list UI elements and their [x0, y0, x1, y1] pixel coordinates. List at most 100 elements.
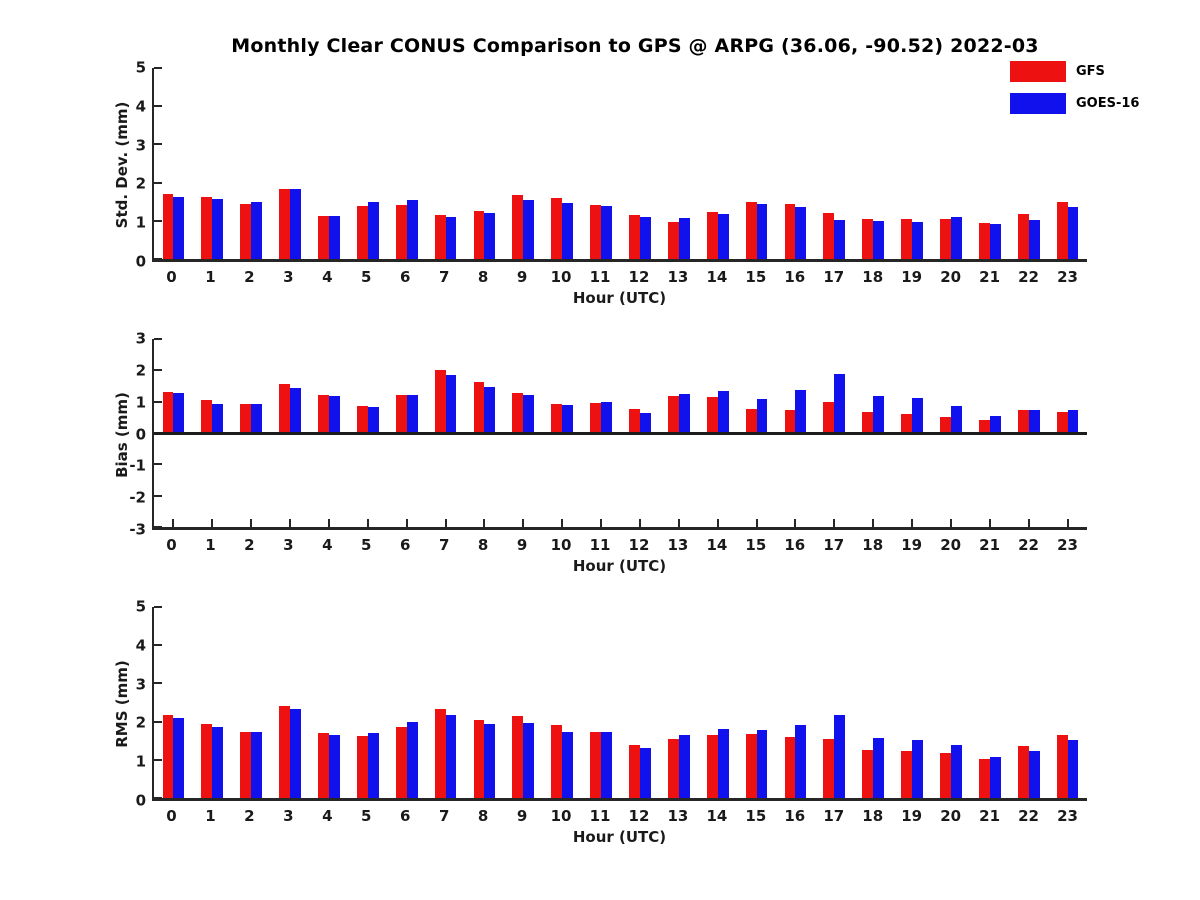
bar-gfs-h1: [201, 400, 213, 433]
bar-gfs-h11: [590, 403, 602, 433]
bar-goes16-h8: [484, 724, 496, 798]
y-tick-label: 5: [135, 597, 146, 616]
bar-goes16-h12: [639, 748, 651, 798]
y-tick-mark: [154, 494, 162, 497]
bar-gfs-h8: [473, 211, 485, 259]
x-tick-label: 9: [516, 268, 528, 286]
bar-gfs-h15: [745, 202, 757, 259]
bar-gfs-h8: [473, 382, 485, 433]
bar-goes16-h21: [989, 756, 1001, 798]
y-tick-label: 0: [135, 791, 146, 810]
bar-goes16-h7: [445, 216, 457, 259]
x-tick-label: 19: [901, 268, 923, 286]
bar-goes16-h12: [639, 216, 651, 259]
bar-gfs-h3: [279, 384, 291, 433]
y-tick-mark: [154, 67, 162, 69]
bar-gfs-h19: [901, 413, 913, 433]
bar-goes16-h13: [678, 217, 690, 259]
x-tick-label: 19: [901, 807, 923, 825]
bar-gfs-h12: [629, 408, 640, 433]
bar-gfs-h7: [434, 709, 446, 798]
bar-goes16-h10: [562, 203, 574, 259]
bar-gfs-h5: [356, 406, 368, 433]
x-tick-mark: [1027, 519, 1030, 527]
legend: GFS GOES-16: [1010, 61, 1139, 125]
bar-gfs-h2: [240, 403, 252, 433]
x-tick-label: 8: [477, 268, 489, 286]
y-tick-mark: [154, 369, 162, 372]
x-tick-label: 6: [400, 807, 411, 825]
y-tick-label: -2: [129, 488, 146, 507]
x-tick-label: 20: [940, 536, 962, 554]
y-tick-mark: [154, 720, 162, 723]
x-tick-label: 2: [244, 536, 255, 554]
x-tick-mark: [172, 519, 175, 527]
y-tick-label: 4: [135, 97, 146, 116]
x-tick-label: 13: [667, 807, 689, 825]
x-axis-ticks: 0 1 2 3 4 5 6 7 8 9 10 11 12 13 14 15 16 17 18 19 20 21 22 23: [152, 262, 1087, 286]
bar-goes16-h4: [328, 734, 340, 798]
x-tick-label: 8: [477, 536, 489, 554]
x-tick-mark: [949, 251, 952, 259]
bar-gfs-h14: [706, 397, 718, 433]
x-tick-label: 20: [940, 807, 962, 825]
bar-gfs-h23: [1056, 412, 1068, 433]
x-tick-mark: [638, 519, 641, 527]
bar-goes16-h18: [873, 395, 885, 433]
x-tick-mark: [949, 519, 952, 527]
bar-gfs-h3: [279, 189, 291, 259]
y-tick-label: 2: [135, 174, 146, 193]
bar-gfs-h21: [978, 222, 990, 259]
bar-goes16-h15: [756, 729, 768, 798]
x-tick-mark: [600, 519, 603, 527]
bar-goes16-h20: [950, 217, 962, 259]
x-tick-label: 4: [322, 268, 333, 286]
x-tick-label: 0: [166, 536, 177, 554]
bar-goes16-h4: [328, 216, 340, 259]
x-tick-mark: [638, 251, 641, 259]
bar-goes16-h1: [212, 403, 224, 433]
x-tick-label: 21: [979, 807, 1001, 825]
x-tick-label: 11: [589, 807, 611, 825]
subplot-bias: Bias (mm) -3 -2 -1 0 1 2 3 0 1 2 3 4 5 6 7 8 9 10 11 12 13 1…: [0, 331, 1200, 575]
x-tick-label: 14: [706, 807, 728, 825]
bar-gfs-h11: [590, 204, 602, 259]
x-tick-mark: [366, 251, 369, 259]
bar-goes16-h14: [717, 729, 729, 798]
x-tick-label: 21: [979, 536, 1001, 554]
x-tick-label: 16: [784, 536, 806, 554]
x-tick-label: 17: [823, 536, 845, 554]
x-tick-mark: [755, 519, 758, 527]
bar-goes16-h20: [950, 744, 962, 798]
bar-goes16-h16: [795, 207, 807, 259]
x-tick-mark: [677, 519, 680, 527]
x-tick-label: 3: [283, 807, 294, 825]
bar-gfs-h7: [434, 370, 446, 433]
bar-gfs-h0: [162, 194, 174, 259]
x-axis-ticks: 0 1 2 3 4 5 6 7 8 9 10 11 12 13 14 15 16 17 18 19 20 21 22 23: [152, 530, 1087, 554]
x-tick-label: 1: [205, 268, 216, 286]
x-tick-label: 7: [438, 536, 450, 554]
x-axis-label: Hour (UTC): [572, 828, 667, 846]
x-tick-mark: [561, 519, 564, 527]
x-tick-label: 17: [823, 807, 845, 825]
x-tick-label: 6: [400, 268, 411, 286]
bar-goes16-h2: [251, 731, 263, 798]
bar-gfs-h8: [473, 719, 485, 798]
bar-goes16-h0: [173, 197, 185, 259]
y-tick-label: 3: [135, 136, 146, 155]
x-tick-mark: [716, 519, 719, 527]
bar-goes16-h10: [562, 731, 574, 798]
bar-goes16-h16: [795, 724, 807, 798]
bar-goes16-h13: [678, 734, 690, 798]
bar-gfs-h12: [629, 214, 640, 259]
x-tick-label: 20: [940, 268, 962, 286]
bar-goes16-h19: [912, 221, 923, 259]
bar-goes16-h22: [1028, 409, 1040, 433]
y-tick-mark: [154, 219, 162, 222]
x-tick-mark: [405, 519, 408, 527]
bar-goes16-h14: [717, 391, 729, 433]
bar-gfs-h4: [318, 216, 329, 259]
y-tick-mark: [154, 143, 162, 146]
